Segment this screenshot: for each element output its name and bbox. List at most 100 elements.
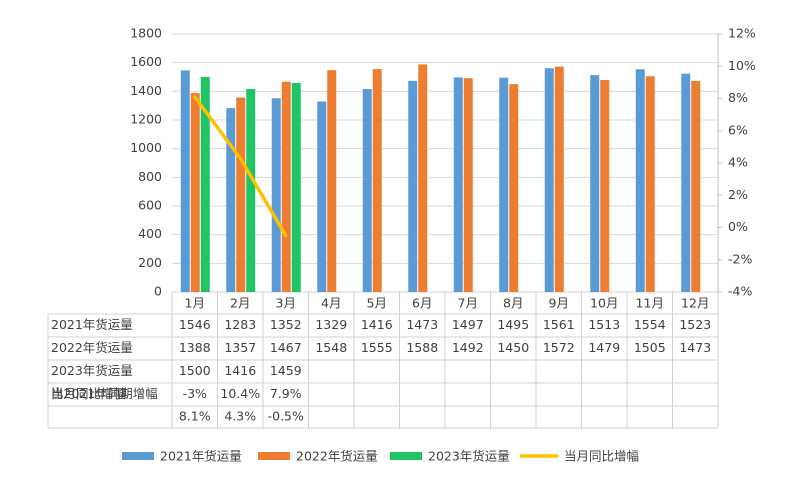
bar <box>499 77 509 292</box>
y-tick-label: 1800 <box>130 26 162 41</box>
x-tick-label: 7月 <box>458 296 478 311</box>
table-cell: 8.1% <box>179 409 211 424</box>
table-cell: 1505 <box>634 340 666 355</box>
bar <box>453 77 463 293</box>
x-tick-label: 12月 <box>681 296 709 311</box>
table-cell: 1561 <box>543 317 575 332</box>
bar <box>271 98 281 292</box>
bar <box>190 93 200 292</box>
bar <box>681 73 691 292</box>
table-cell: 1459 <box>270 363 302 378</box>
y-tick-label: 400 <box>138 226 162 241</box>
table-cell: 1352 <box>270 317 302 332</box>
table-cell: 7.9% <box>270 386 302 401</box>
y-tick-label: 600 <box>138 198 162 213</box>
row-label: 2022年货运量 <box>51 340 133 355</box>
table-cell: 1329 <box>315 317 347 332</box>
bar <box>226 108 236 292</box>
x-tick-label: 1月 <box>185 296 205 311</box>
legend-label: 2021年货运量 <box>160 449 242 464</box>
legend-label: 当月同比增幅 <box>564 449 639 464</box>
x-tick-label: 10月 <box>590 296 618 311</box>
bar <box>418 64 428 293</box>
x-tick-label: 3月 <box>276 296 296 311</box>
table-cell: 1572 <box>543 340 575 355</box>
table-cell: 1450 <box>497 340 529 355</box>
bar <box>362 89 372 292</box>
x-tick-label: 6月 <box>412 296 432 311</box>
bar <box>509 84 519 293</box>
bar <box>600 80 610 292</box>
y-tick-label: 1600 <box>130 54 162 69</box>
y2-tick-label: 4% <box>728 155 748 170</box>
table-cell: 1416 <box>361 317 393 332</box>
legend-swatch <box>258 452 290 460</box>
bar <box>554 66 564 293</box>
table-cell: 1500 <box>179 363 211 378</box>
table-cell: 1388 <box>179 340 211 355</box>
bar <box>327 70 337 293</box>
table-cell: 1523 <box>679 317 711 332</box>
bar <box>590 75 600 293</box>
table-cell: 1554 <box>634 317 666 332</box>
x-tick-label: 9月 <box>549 296 569 311</box>
legend-swatch <box>122 452 154 460</box>
table-cell: 1479 <box>588 340 620 355</box>
bar <box>200 77 210 292</box>
table-cell: 1492 <box>452 340 484 355</box>
bar <box>180 70 190 292</box>
table-cell: 1495 <box>497 317 529 332</box>
y2-tick-label: -2% <box>728 251 752 266</box>
bar <box>544 68 554 292</box>
row-label: 当月同比增幅 <box>51 386 126 401</box>
y2-tick-label: 10% <box>728 58 756 73</box>
table-cell: 1357 <box>224 340 256 355</box>
bar <box>246 89 256 292</box>
y-tick-label: 1200 <box>130 112 162 127</box>
y-tick-label: 1000 <box>130 140 162 155</box>
bar <box>645 76 655 293</box>
y2-tick-label: -4% <box>728 284 752 299</box>
table-cell: 1546 <box>179 317 211 332</box>
bar <box>281 81 291 292</box>
y-tick-label: 0 <box>154 284 162 299</box>
table-cell: 1555 <box>361 340 393 355</box>
bar <box>408 80 418 293</box>
legend-swatch <box>390 452 422 460</box>
table-cell: 1467 <box>270 340 302 355</box>
y2-tick-label: 6% <box>728 122 748 137</box>
table-cell: 1473 <box>406 317 438 332</box>
bar <box>691 80 701 293</box>
bar <box>372 69 382 292</box>
y-tick-label: 1400 <box>130 83 162 98</box>
table-cell: 1497 <box>452 317 484 332</box>
y2-tick-label: 8% <box>728 90 748 105</box>
table-cell: 4.3% <box>224 409 256 424</box>
bar <box>291 82 301 292</box>
bar <box>236 97 246 292</box>
row-label: 比2021年同期增幅 <box>51 386 158 401</box>
table-cell: -0.5% <box>268 409 304 424</box>
y2-tick-label: 2% <box>728 187 748 202</box>
y2-tick-label: 12% <box>728 26 756 41</box>
table-cell: 1416 <box>224 363 256 378</box>
y-tick-label: 200 <box>138 255 162 270</box>
table-cell: 1588 <box>406 340 438 355</box>
y-tick-label: 800 <box>138 169 162 184</box>
bar <box>463 78 473 292</box>
x-tick-label: 11月 <box>636 296 664 311</box>
table-cell: 1548 <box>315 340 347 355</box>
table-cell: 10.4% <box>220 386 260 401</box>
x-tick-label: 2月 <box>230 296 250 311</box>
line <box>193 95 288 238</box>
x-tick-label: 8月 <box>503 296 523 311</box>
legend-label: 2023年货运量 <box>428 449 510 464</box>
table-cell: 1283 <box>224 317 256 332</box>
row-label: 2021年货运量 <box>51 317 133 332</box>
legend-label: 2022年货运量 <box>296 449 378 464</box>
row-label: 2023年货运量 <box>51 363 133 378</box>
table-cell: -3% <box>183 386 207 401</box>
x-tick-label: 4月 <box>321 296 341 311</box>
x-tick-label: 5月 <box>367 296 387 311</box>
